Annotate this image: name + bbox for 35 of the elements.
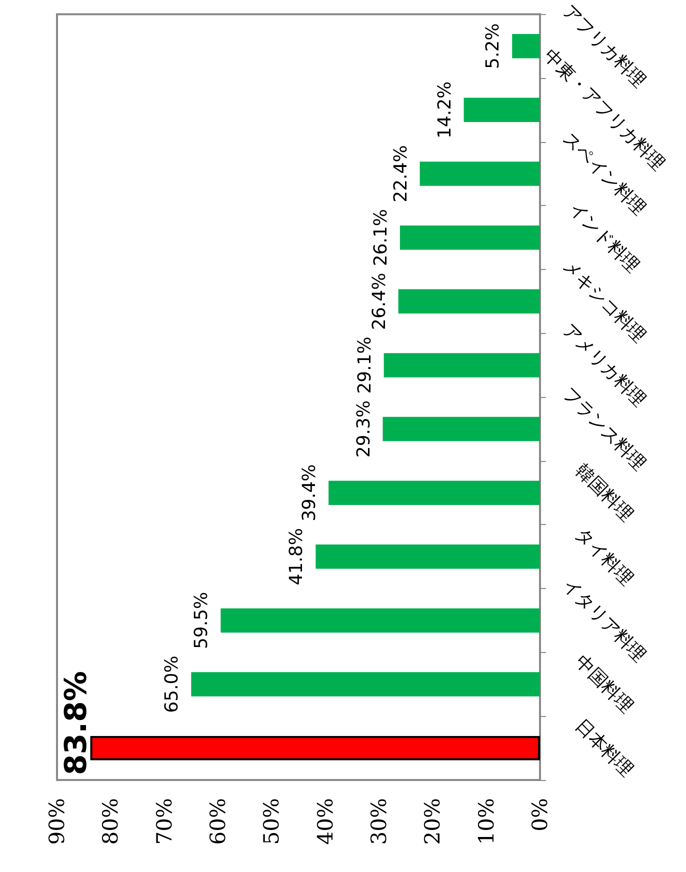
x-tick-label: 10% bbox=[474, 798, 498, 845]
x-tick-label: 80% bbox=[98, 798, 123, 845]
bar bbox=[191, 672, 540, 696]
bar bbox=[90, 736, 540, 760]
data-label: 29.3% bbox=[353, 400, 374, 458]
data-label: 14.2% bbox=[434, 81, 456, 139]
data-label: 59.5% bbox=[191, 592, 212, 650]
data-label: 39.4% bbox=[299, 464, 320, 522]
bar bbox=[382, 416, 540, 442]
data-label: 41.8% bbox=[286, 528, 308, 586]
x-tick-label: 70% bbox=[152, 798, 176, 845]
x-tick-label: 20% bbox=[420, 798, 445, 845]
bar bbox=[512, 34, 540, 58]
bar bbox=[220, 608, 540, 633]
data-label: 83.8% bbox=[58, 671, 94, 776]
bar bbox=[328, 480, 540, 505]
x-tick-label: 0% bbox=[528, 798, 552, 832]
data-label: 22.4% bbox=[390, 145, 412, 202]
bar bbox=[464, 98, 540, 122]
x-tick-label: 30% bbox=[367, 798, 391, 845]
bar bbox=[420, 162, 540, 186]
bar bbox=[384, 353, 540, 378]
y-tick-label: 日本料理 bbox=[571, 715, 637, 781]
data-label: 26.1% bbox=[370, 208, 392, 266]
bar bbox=[398, 289, 540, 314]
data-label: 26.4% bbox=[368, 272, 390, 330]
bar bbox=[400, 225, 540, 250]
data-label: 5.2% bbox=[482, 23, 504, 69]
x-tick-label: 90% bbox=[45, 798, 69, 845]
data-label: 29.1% bbox=[354, 336, 376, 394]
x-tick-label: 40% bbox=[313, 798, 338, 845]
data-label: 65.0% bbox=[162, 656, 183, 713]
x-tick-label: 50% bbox=[260, 798, 284, 845]
bar bbox=[316, 544, 540, 569]
x-tick-label: 60% bbox=[206, 798, 230, 845]
